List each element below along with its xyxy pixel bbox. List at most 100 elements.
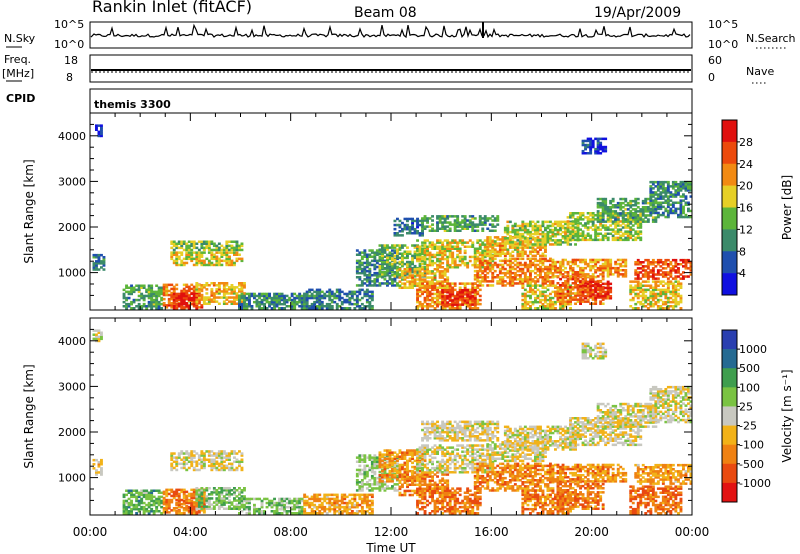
data-cell (265, 296, 269, 300)
data-cell (125, 505, 128, 509)
data-cell (240, 259, 244, 263)
data-cell (689, 187, 693, 190)
data-cell (363, 294, 367, 298)
data-cell (313, 300, 317, 304)
data-cell (546, 241, 550, 244)
data-cell (661, 185, 665, 188)
data-cell (433, 276, 437, 279)
data-cell (197, 288, 201, 291)
data-cell (541, 307, 545, 310)
data-cell (315, 292, 319, 296)
data-cell (624, 271, 628, 274)
data-cell (518, 226, 522, 230)
data-cell (576, 258, 580, 262)
data-cell (433, 274, 437, 277)
data-cell (561, 282, 565, 285)
data-cell (483, 239, 487, 242)
data-cell (438, 257, 442, 261)
data-cell (574, 282, 577, 285)
data-cell (511, 230, 515, 234)
data-cell (684, 180, 688, 184)
data-cell (335, 288, 339, 292)
data-cell (222, 251, 226, 254)
data-cell (518, 257, 522, 261)
data-cell (197, 257, 201, 261)
data-cell (433, 253, 437, 257)
data-cell (370, 263, 374, 267)
data-cell (473, 249, 477, 253)
data-cell (604, 199, 608, 203)
data-cell (443, 251, 447, 255)
data-cell (388, 269, 392, 273)
data-cell (581, 298, 585, 301)
data-cell (137, 503, 141, 507)
data-cell (325, 307, 329, 310)
data-cell (531, 280, 535, 283)
data-cell (238, 284, 241, 287)
data-cell (649, 292, 653, 296)
data-cell (503, 228, 507, 232)
data-cell (150, 307, 154, 310)
data-cell (561, 296, 565, 299)
data-cell (644, 201, 648, 205)
data-cell (167, 289, 171, 293)
data-cell (624, 204, 628, 207)
data-cell (506, 226, 510, 230)
data-cell (433, 300, 437, 304)
data-cell (488, 217, 492, 220)
data-cell (639, 216, 643, 219)
data-cell (682, 261, 685, 264)
data-cell (378, 252, 382, 255)
data-cell (664, 187, 668, 190)
data-cell (601, 282, 605, 286)
data-cell (438, 251, 442, 255)
data-cell (521, 220, 525, 224)
data-cell (506, 263, 510, 267)
data-cell (483, 266, 487, 269)
data-cell (649, 284, 653, 287)
data-cell (305, 296, 309, 300)
data-cell (403, 217, 407, 221)
data-cell (160, 292, 164, 296)
data-cell (275, 294, 279, 298)
data-cell (180, 244, 184, 248)
data-cell (386, 258, 389, 262)
data-cell (677, 275, 680, 278)
data-cell (569, 212, 572, 215)
data-cell (629, 284, 633, 287)
data-cell (453, 263, 457, 267)
data-cell (468, 245, 472, 248)
data-cell (609, 218, 613, 221)
data-cell (544, 307, 547, 310)
data-cell (566, 288, 570, 292)
data-cell (441, 215, 445, 218)
data-cell (406, 264, 409, 268)
data-cell (396, 284, 399, 287)
data-cell (167, 293, 171, 297)
data-cell (160, 298, 164, 302)
data-cell (534, 298, 537, 302)
data-cell (644, 288, 648, 292)
data-cell (546, 298, 550, 302)
data-cell (308, 288, 312, 292)
data-cell (689, 209, 693, 213)
data-cell (546, 267, 550, 271)
data-cell (581, 288, 585, 291)
data-cell (401, 221, 404, 225)
data-cell (431, 270, 434, 273)
data-cell (554, 307, 557, 310)
data-cell (661, 180, 665, 184)
data-cell (373, 265, 377, 269)
data-cell (436, 302, 439, 306)
data-cell (486, 219, 490, 222)
data-cell (486, 263, 490, 267)
data-cell (250, 294, 254, 298)
data-cell (348, 300, 352, 304)
data-cell (564, 237, 567, 240)
data-cell (463, 261, 467, 265)
data-cell (100, 463, 103, 466)
data-cell (411, 217, 414, 221)
data-cell (629, 280, 633, 283)
data-cell (180, 261, 184, 265)
data-cell (225, 259, 229, 263)
